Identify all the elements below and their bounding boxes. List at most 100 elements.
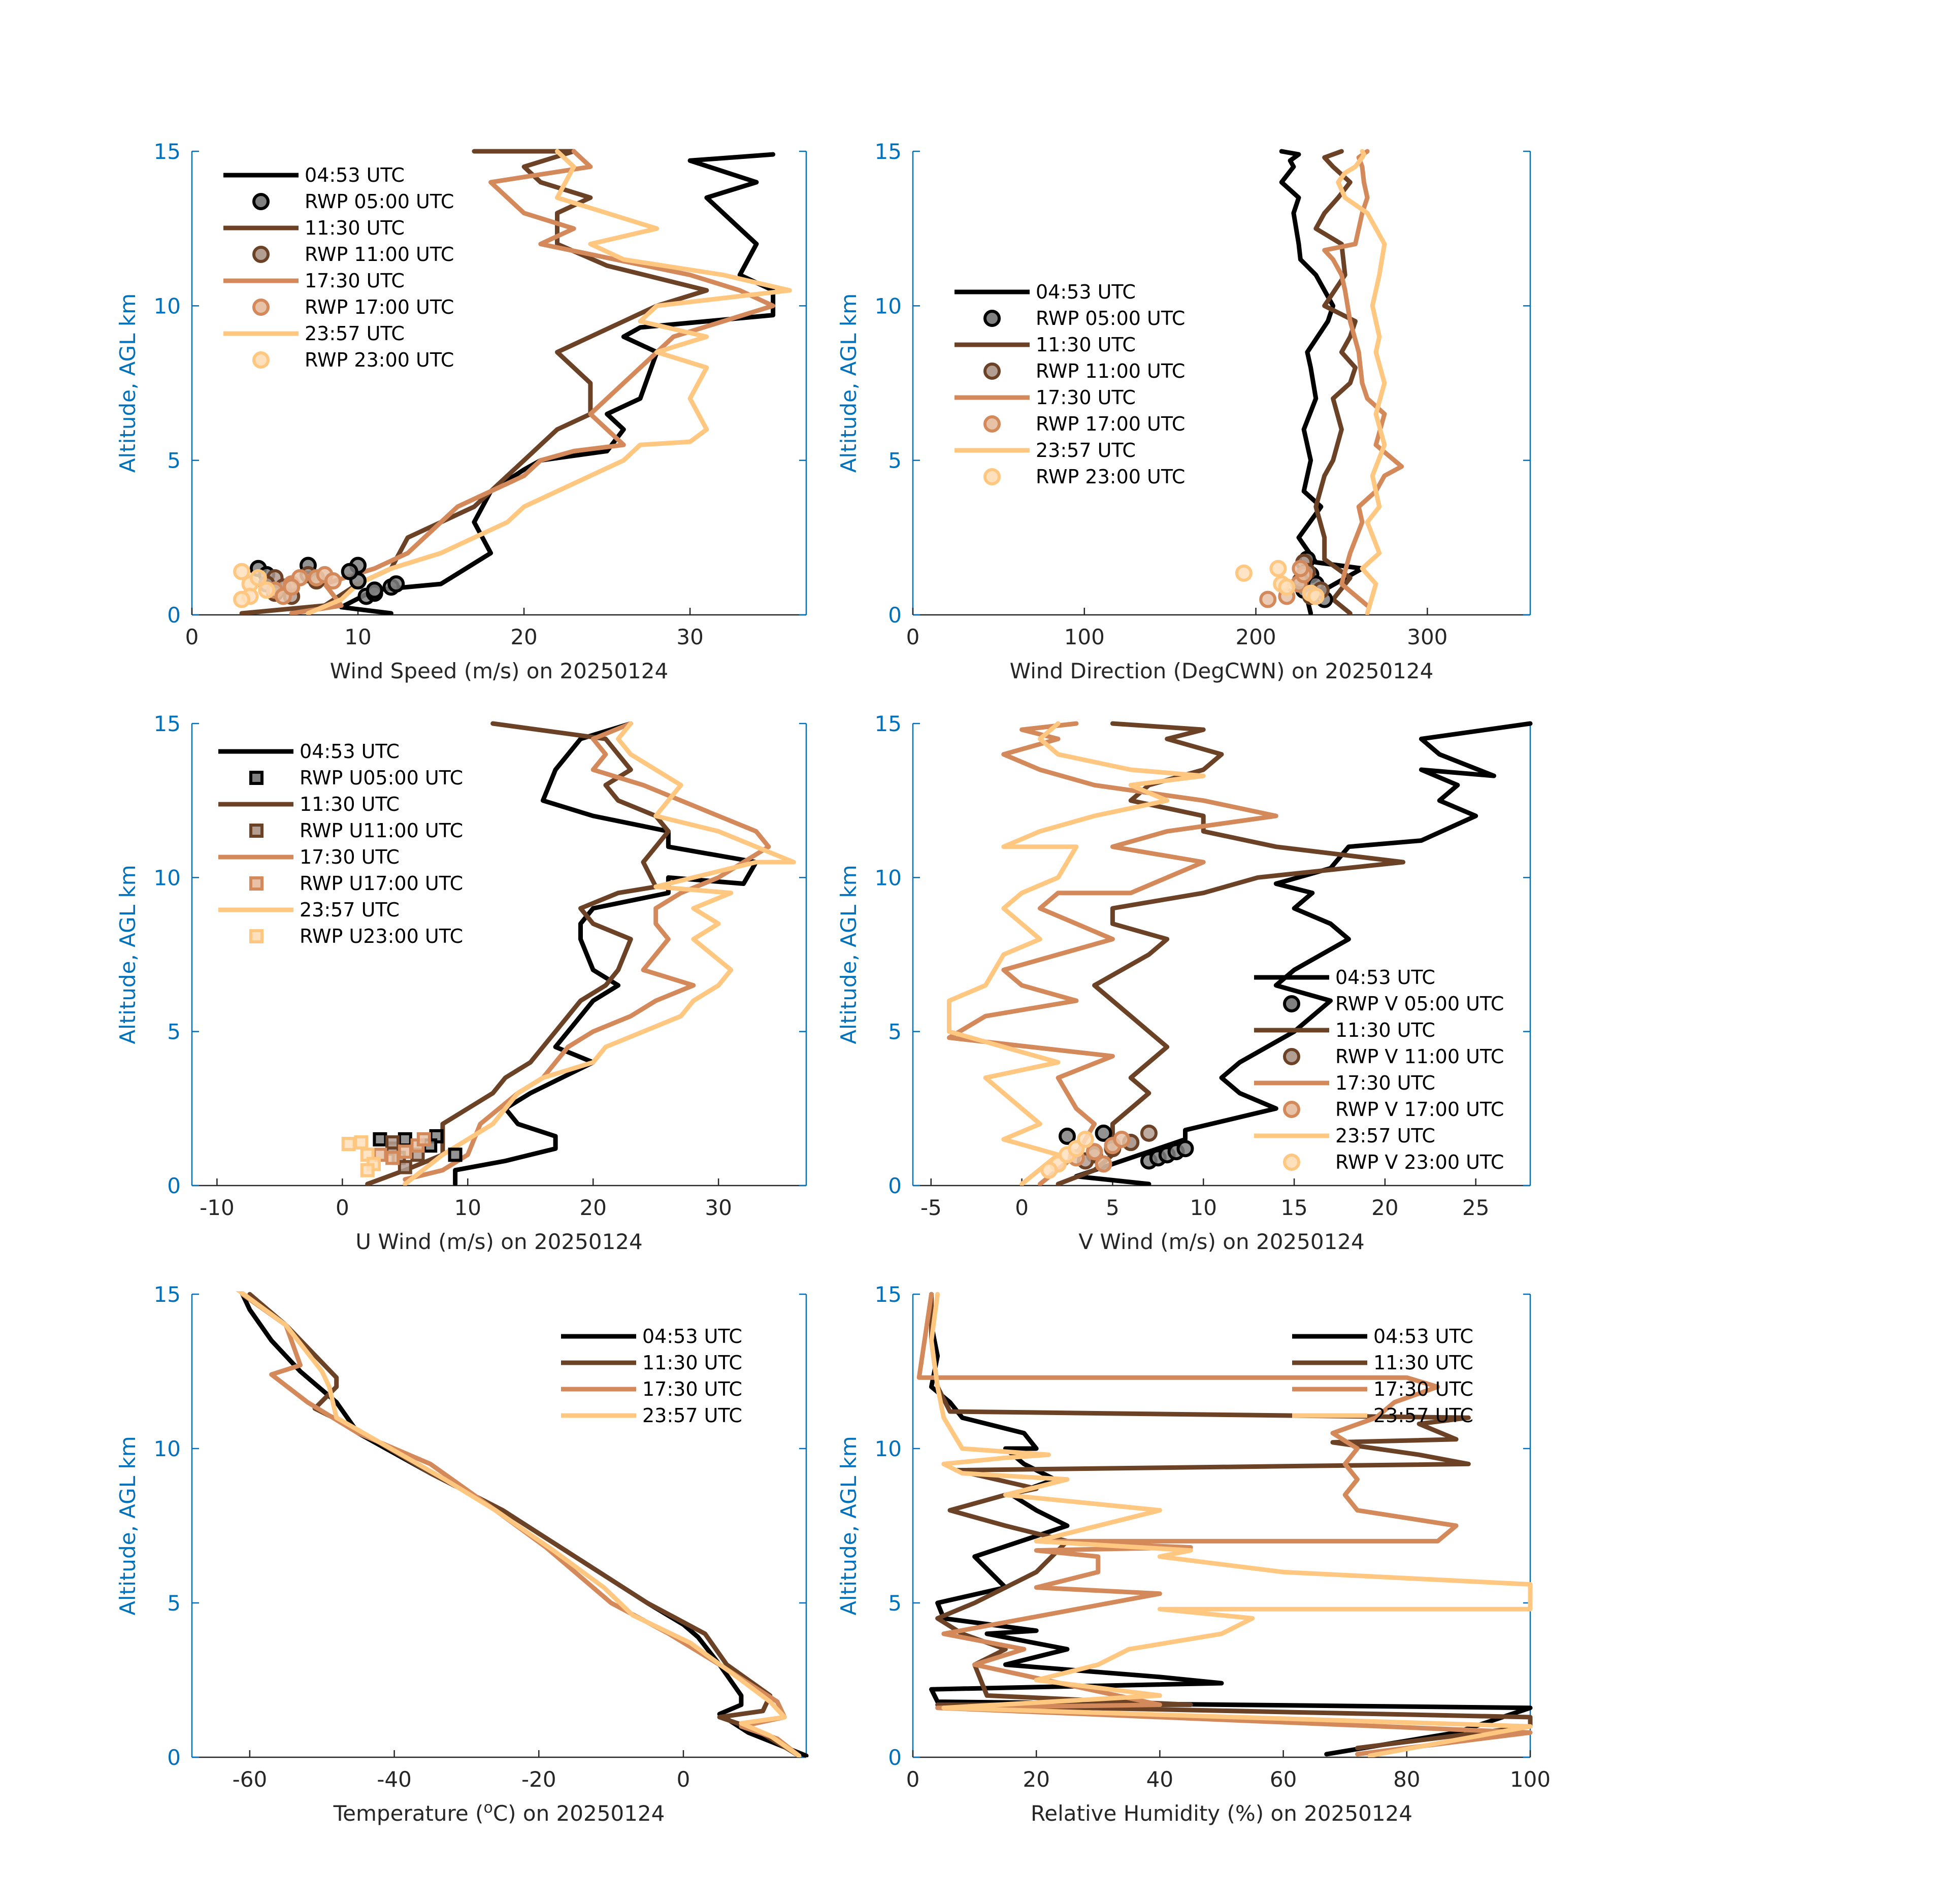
y-tick-label: 5 <box>888 1020 902 1044</box>
rwp-marker <box>360 1163 375 1177</box>
rwp-marker <box>366 581 383 599</box>
rwp-marker <box>373 1132 387 1146</box>
legend-label: 17:30 UTC <box>305 270 405 292</box>
x-tick-label: -40 <box>377 1767 412 1792</box>
legend-swatch-marker <box>1283 1101 1300 1118</box>
x-tick-label: 20 <box>1371 1195 1398 1220</box>
x-tick-label: 10 <box>454 1195 481 1220</box>
x-axis-label: V Wind (m/s) on 20250124 <box>1078 1229 1365 1254</box>
series-line-23-57-utc <box>236 1291 802 1757</box>
legend-label: 04:53 UTC <box>1373 1325 1473 1348</box>
rwp-marker <box>1140 1124 1158 1142</box>
rwp-marker <box>1307 587 1325 605</box>
legend-swatch-marker <box>983 468 1001 485</box>
legend: 04:53 UTC RWP U05:00 UTC 11:30 UTC RWP U11:… <box>218 740 463 947</box>
y-tick-label: 15 <box>154 1282 181 1307</box>
x-tick-label: 0 <box>185 625 199 649</box>
legend-swatch-marker <box>252 299 270 316</box>
y-tick-label: 10 <box>875 1436 902 1461</box>
x-axis-label: Wind Direction (DegCWN) on 20250124 <box>1010 659 1434 683</box>
wind-direction-panel: 0 5 10 15 0 100 200 300 Wind Direction (DegCWN) … <box>836 139 1531 683</box>
legend-label: RWP 11:00 UTC <box>305 243 454 266</box>
y-tick-label: 5 <box>888 1591 902 1616</box>
x-tick-label: 100 <box>1064 625 1105 649</box>
legend-swatch-marker <box>983 310 1001 327</box>
y-tick-label: 15 <box>875 139 902 164</box>
series-line-23-57-utc <box>929 1292 1533 1757</box>
legend-label: 17:30 UTC <box>1335 1072 1435 1094</box>
legend-swatch-marker <box>249 824 264 838</box>
series-line-04-53-utc <box>453 721 759 1186</box>
wind-speed-panel: 0 5 10 15 0 10 20 30 Wind Speed (m/s) on 2025012… <box>115 139 807 683</box>
x-tick-label: 200 <box>1235 625 1276 649</box>
legend-label: 11:30 UTC <box>642 1352 742 1374</box>
rwp-marker <box>341 563 358 580</box>
legend: 04:53 UTC RWP 05:00 UTC 11:30 UTC RWP 11:00… <box>223 164 454 371</box>
legend-label: 17:30 UTC <box>642 1378 742 1400</box>
plot-area <box>1235 149 1404 615</box>
legend-label: RWP 17:00 UTC <box>1036 413 1185 435</box>
rwp-marker <box>387 575 405 593</box>
y-tick-label: 0 <box>888 603 902 628</box>
plot-area <box>233 149 792 615</box>
rwp-marker <box>283 578 301 596</box>
y-tick-label: 5 <box>167 448 181 473</box>
x-tick-label: 20 <box>1023 1767 1049 1792</box>
series-line-23-57-utc <box>947 721 1206 1186</box>
legend-label: 17:30 UTC <box>1373 1378 1473 1400</box>
y-tick-label: 10 <box>154 865 181 890</box>
legend: 04:53 UTC 11:30 UTC 17:30 UTC 23:57 UTC <box>1292 1325 1473 1427</box>
series-line-04-53-utc <box>1074 721 1533 1186</box>
y-axis-label: Altitude, AGL km <box>836 1436 861 1615</box>
y-tick-label: 5 <box>167 1020 181 1044</box>
rwp-marker <box>398 1132 412 1146</box>
series-line-04-53-utc <box>339 152 776 615</box>
x-tick-label: -10 <box>200 1195 235 1220</box>
rwp-marker <box>1059 1127 1076 1145</box>
legend-label: RWP V 11:00 UTC <box>1335 1045 1504 1068</box>
rwp-marker <box>1095 1155 1112 1173</box>
rwp-marker <box>249 569 267 586</box>
rwp-marker <box>354 1135 369 1150</box>
x-axis-label: Wind Speed (m/s) on 20250124 <box>330 659 668 683</box>
x-tick-label: 60 <box>1270 1767 1297 1792</box>
y-axis-label: Altitude, AGL km <box>115 293 140 473</box>
series-line-11-30-utc <box>365 721 671 1186</box>
x-tick-label: 0 <box>906 1767 920 1792</box>
series-line-17-30-utc <box>1322 149 1404 608</box>
y-axis-label: Altitude, AGL km <box>836 865 861 1044</box>
temperature-panel: 0 5 10 15 -60 -40 -20 0 Temperature (oC) on 2025… <box>115 1282 809 1826</box>
legend-label: 04:53 UTC <box>1335 966 1435 989</box>
legend: 04:53 UTC RWP V 05:00 UTC 11:30 UTC RWP V 1… <box>1254 966 1504 1173</box>
legend-swatch-marker <box>252 246 270 263</box>
legend-label: RWP U11:00 UTC <box>300 819 463 842</box>
legend-label: RWP 05:00 UTC <box>305 190 454 213</box>
x-tick-label: 20 <box>579 1195 606 1220</box>
x-tick-label: 25 <box>1462 1195 1489 1220</box>
y-axis-label: Altitude, AGL km <box>836 293 861 473</box>
x-tick-label: 0 <box>677 1767 690 1792</box>
series-line-17-30-utc <box>916 1292 1533 1757</box>
x-tick-label: 20 <box>510 625 537 649</box>
rwp-marker <box>398 1144 412 1159</box>
y-tick-label: 10 <box>154 293 181 318</box>
series-line-17-30-utc <box>947 721 1278 1186</box>
plot-area <box>341 721 796 1186</box>
legend-label: 23:57 UTC <box>300 899 400 921</box>
rwp-marker <box>1176 1140 1194 1158</box>
legend-swatch-marker <box>983 363 1001 380</box>
y-tick-label: 10 <box>875 293 902 318</box>
legend-label: RWP U17:00 UTC <box>300 872 463 895</box>
rwp-marker <box>1278 578 1296 596</box>
rwp-marker <box>1235 564 1253 582</box>
rwp-marker <box>398 1160 412 1174</box>
y-tick-label: 0 <box>888 1745 902 1770</box>
x-tick-label: -60 <box>233 1767 268 1792</box>
legend-label: 04:53 UTC <box>642 1325 742 1348</box>
x-tick-label: 30 <box>676 625 703 649</box>
rwp-marker <box>341 1137 356 1152</box>
legend-swatch-marker <box>1283 1154 1300 1171</box>
rwp-marker <box>1292 560 1309 577</box>
y-tick-label: 0 <box>167 1173 181 1198</box>
legend-label: 11:30 UTC <box>1335 1019 1435 1041</box>
